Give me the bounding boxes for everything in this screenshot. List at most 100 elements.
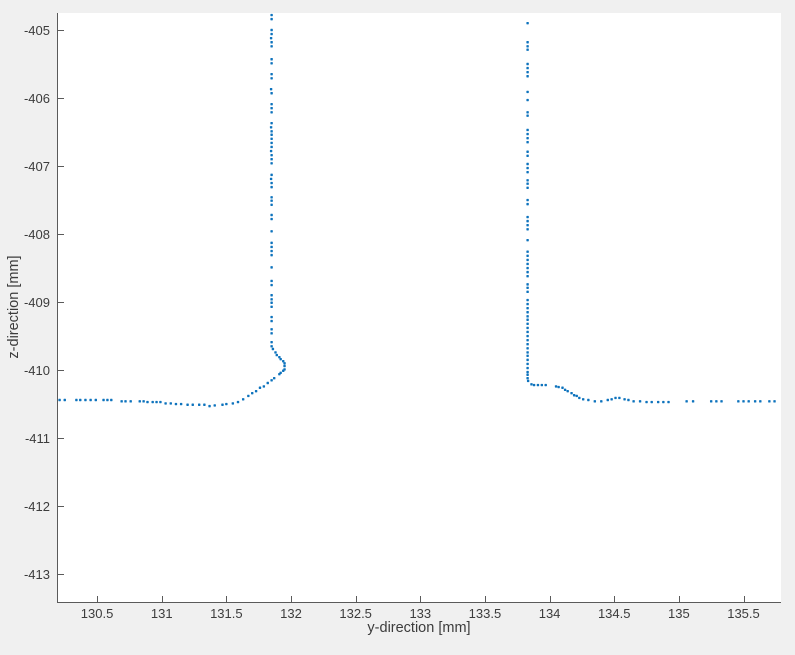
data-point-marker bbox=[526, 111, 529, 114]
data-point-marker bbox=[691, 400, 695, 403]
data-point-marker bbox=[270, 253, 273, 257]
data-point-marker bbox=[208, 404, 211, 408]
data-point-marker bbox=[198, 403, 201, 406]
data-point-marker bbox=[768, 400, 771, 403]
data-point-marker bbox=[270, 181, 273, 185]
data-point-marker bbox=[526, 351, 529, 354]
data-point-marker bbox=[274, 351, 277, 354]
data-point-marker bbox=[270, 77, 273, 80]
data-point-marker bbox=[270, 92, 273, 95]
data-point-marker bbox=[720, 400, 723, 403]
data-point-marker bbox=[600, 400, 603, 403]
y-tick-label: -406 bbox=[24, 91, 50, 106]
data-point-marker bbox=[667, 400, 670, 404]
data-point-marker bbox=[269, 149, 273, 153]
data-point-marker bbox=[544, 383, 547, 387]
data-point-marker bbox=[270, 111, 273, 114]
data-point-marker bbox=[270, 145, 273, 149]
data-point-marker bbox=[526, 262, 529, 266]
data-point-marker bbox=[58, 398, 61, 402]
data-point-marker bbox=[75, 398, 78, 402]
data-point-marker bbox=[526, 270, 529, 274]
x-tick-label: 135.5 bbox=[727, 606, 760, 621]
data-point-marker bbox=[258, 386, 262, 389]
data-point-marker bbox=[638, 400, 642, 403]
data-point-marker bbox=[526, 334, 529, 338]
data-point-marker bbox=[526, 283, 529, 286]
data-point-marker bbox=[270, 249, 273, 253]
data-point-marker bbox=[526, 162, 529, 166]
data-point-marker bbox=[526, 136, 529, 140]
data-point-marker bbox=[270, 158, 273, 161]
data-point-marker bbox=[225, 402, 228, 406]
data-point-marker bbox=[578, 396, 581, 400]
x-tick-label: 131.5 bbox=[210, 606, 243, 621]
data-point-marker bbox=[283, 362, 286, 365]
data-point-marker bbox=[526, 286, 529, 289]
data-point-marker bbox=[587, 398, 590, 402]
data-point-marker bbox=[270, 162, 273, 165]
data-point-marker bbox=[151, 400, 154, 404]
data-point-marker bbox=[526, 198, 529, 202]
data-point-marker bbox=[270, 199, 273, 202]
data-point-marker bbox=[63, 398, 66, 402]
data-point-marker bbox=[526, 250, 529, 253]
data-point-marker bbox=[279, 371, 282, 374]
data-point-marker bbox=[262, 385, 266, 388]
data-point-marker bbox=[526, 258, 529, 262]
data-point-marker bbox=[650, 400, 653, 404]
data-point-marker bbox=[759, 400, 762, 403]
data-point-marker bbox=[191, 403, 194, 406]
data-point-marker bbox=[645, 400, 648, 404]
data-point-marker bbox=[526, 48, 529, 51]
data-point-marker bbox=[526, 370, 529, 374]
data-point-marker bbox=[269, 87, 273, 91]
data-point-marker bbox=[283, 368, 286, 371]
data-point-marker bbox=[526, 154, 529, 158]
data-point-marker bbox=[271, 347, 275, 351]
data-point-marker bbox=[270, 213, 273, 217]
data-point-marker bbox=[270, 379, 273, 382]
data-point-marker bbox=[526, 290, 529, 294]
data-point-marker bbox=[554, 385, 558, 388]
data-point-marker bbox=[270, 241, 273, 245]
data-point-marker bbox=[566, 389, 569, 393]
data-point-marker bbox=[747, 400, 750, 403]
data-point-marker bbox=[526, 170, 529, 174]
data-point-marker bbox=[270, 62, 273, 65]
data-point-marker bbox=[526, 66, 529, 70]
y-tick-label: -405 bbox=[24, 23, 50, 38]
data-point-marker bbox=[715, 400, 718, 403]
data-point-marker bbox=[241, 398, 245, 401]
y-tick-label: -408 bbox=[24, 227, 50, 242]
data-point-marker bbox=[623, 398, 626, 401]
data-point-marker bbox=[270, 28, 273, 32]
x-tick-label: 135 bbox=[668, 606, 690, 621]
data-point-marker bbox=[526, 166, 529, 170]
data-point-marker bbox=[526, 179, 529, 182]
data-point-marker bbox=[270, 345, 273, 348]
data-point-marker bbox=[221, 403, 224, 406]
x-tick-label: 134 bbox=[539, 606, 561, 621]
data-point-marker bbox=[270, 203, 273, 206]
data-point-marker bbox=[270, 133, 273, 136]
data-point-marker bbox=[270, 137, 273, 141]
data-point-marker bbox=[526, 302, 529, 306]
x-tick-label: 133 bbox=[409, 606, 431, 621]
data-point-marker bbox=[164, 402, 167, 405]
y-axis-label: z-direction [mm] bbox=[6, 255, 22, 359]
data-point-marker bbox=[526, 224, 529, 227]
y-tick-label: -409 bbox=[24, 295, 50, 310]
x-tick-label: 132.5 bbox=[339, 606, 372, 621]
data-point-marker bbox=[179, 402, 183, 406]
data-point-marker bbox=[526, 275, 529, 278]
data-point-marker bbox=[247, 394, 250, 398]
data-point-marker bbox=[526, 238, 529, 242]
data-point-marker bbox=[526, 41, 529, 44]
data-point-marker bbox=[526, 266, 529, 270]
data-point-marker bbox=[526, 90, 529, 94]
data-point-marker bbox=[526, 132, 529, 136]
data-point-marker bbox=[102, 398, 105, 402]
data-point-marker bbox=[270, 196, 273, 199]
